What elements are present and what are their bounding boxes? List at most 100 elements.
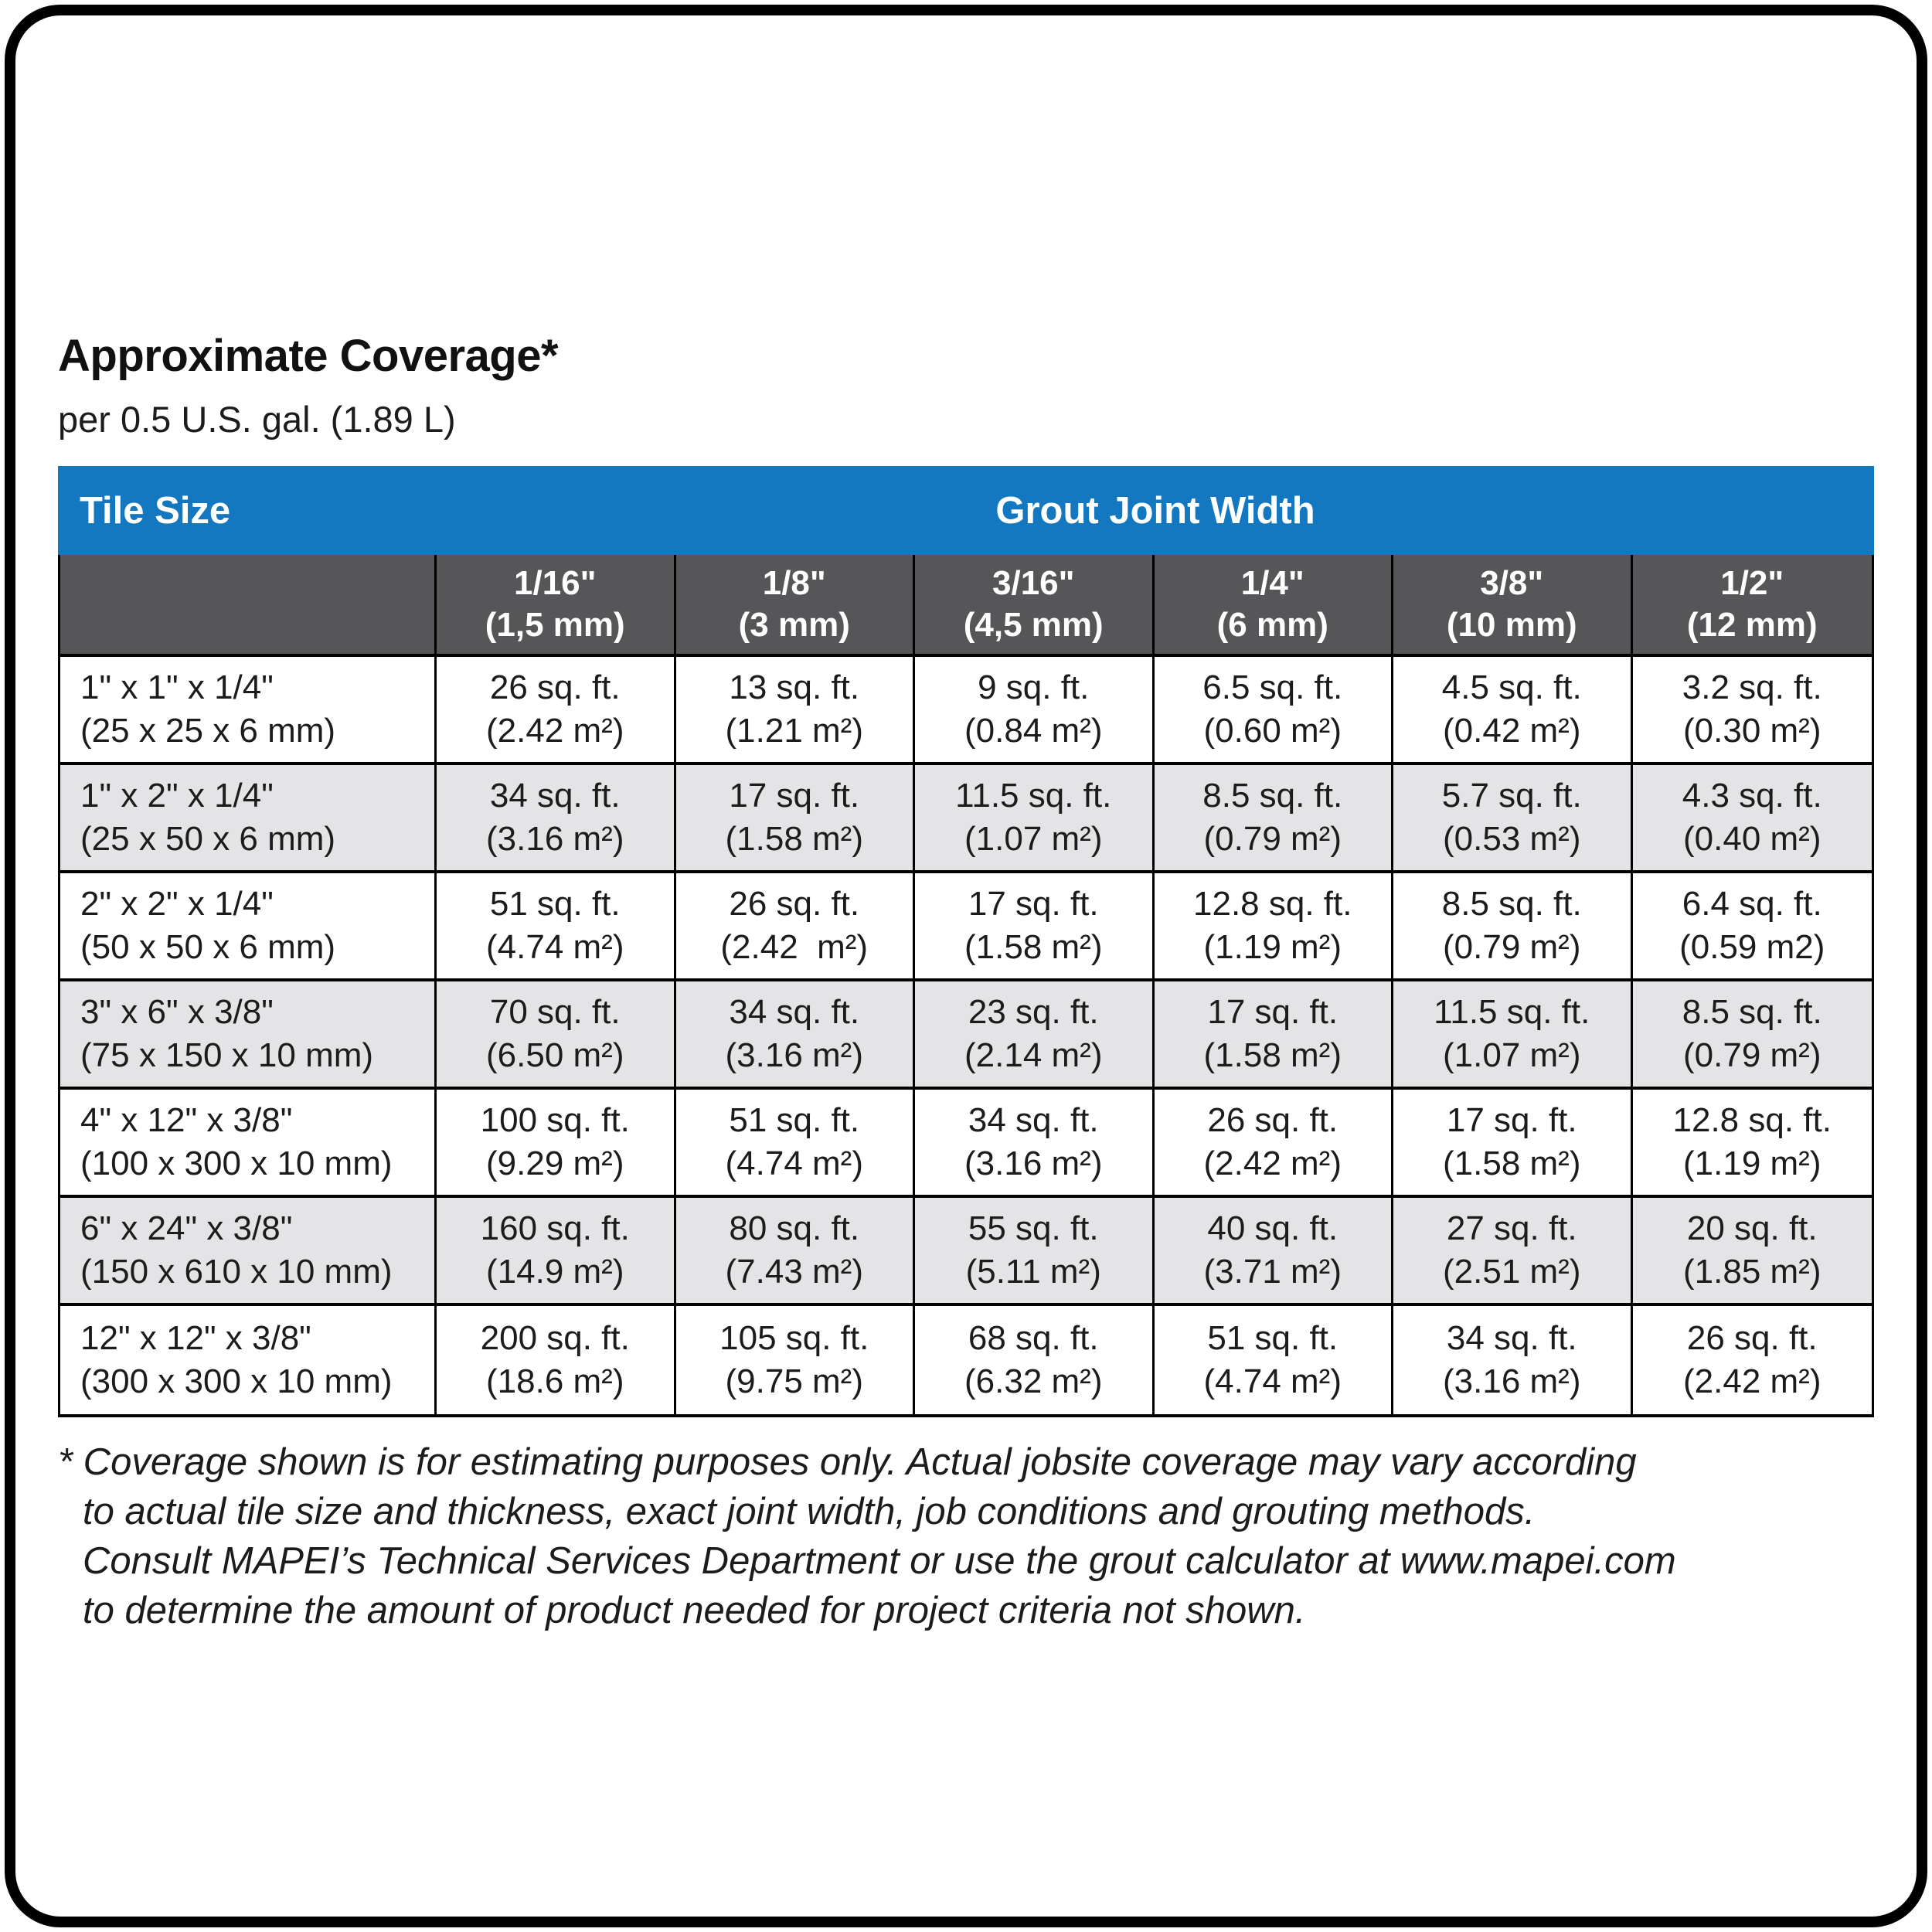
- content-area: Approximate Coverage* per 0.5 U.S. gal. …: [58, 331, 1874, 1635]
- column-header-mm: (3 mm): [738, 606, 850, 645]
- column-header: 1/2" (12 mm): [1633, 555, 1872, 654]
- cell-line: 4.5 sq. ft.: [1441, 668, 1582, 707]
- coverage-cell: 8.5 sq. ft. (0.79 m²): [1633, 981, 1872, 1087]
- cell-line: 8.5 sq. ft.: [1441, 885, 1582, 923]
- cell-line: 70 sq. ft.: [489, 993, 621, 1032]
- cell-line: 12.8 sq. ft.: [1193, 885, 1352, 923]
- column-header: 1/8" (3 mm): [676, 555, 915, 655]
- cell-line: 6.5 sq. ft.: [1202, 668, 1343, 707]
- coverage-cell: 12.8 sq. ft. (1.19 m²): [1155, 873, 1393, 979]
- cell-line: (75 x 150 x 10 mm): [80, 1036, 374, 1075]
- tile-size-cell: 2" x 2" x 1/4" (50 x 50 x 6 mm): [60, 873, 437, 979]
- tile-size-cell: 6" x 24" x 3/8" (150 x 610 x 10 mm): [60, 1198, 437, 1304]
- coverage-cell: 6.4 sq. ft. (0.59 m2): [1633, 873, 1872, 978]
- cell-line: (0.40 m²): [1683, 820, 1821, 859]
- coverage-cell: 8.5 sq. ft. (0.79 m²): [1155, 765, 1393, 871]
- cell-line: 105 sq. ft.: [719, 1319, 869, 1358]
- column-header-width: 3/8": [1480, 564, 1544, 603]
- column-header: 3/8" (10 mm): [1393, 555, 1633, 655]
- cell-line: 2" x 2" x 1/4": [80, 885, 274, 923]
- coverage-cell: 8.5 sq. ft. (0.79 m²): [1393, 873, 1633, 979]
- cell-line: 5.7 sq. ft.: [1441, 777, 1582, 815]
- cell-line: (0.79 m²): [1443, 928, 1581, 967]
- tile-size-cell: 1" x 2" x 1/4" (25 x 50 x 6 mm): [60, 765, 437, 871]
- cell-line: (0.60 m²): [1203, 712, 1342, 750]
- cell-line: 3.2 sq. ft.: [1682, 668, 1822, 707]
- column-header-empty: [60, 555, 437, 655]
- cell-line: (1.85 m²): [1683, 1253, 1821, 1291]
- coverage-cell: 4.3 sq. ft. (0.40 m²): [1633, 765, 1872, 870]
- cell-line: (14.9 m²): [486, 1253, 624, 1291]
- cell-line: 80 sq. ft.: [729, 1209, 860, 1248]
- cell-line: (1.19 m²): [1683, 1145, 1821, 1183]
- table-row: 12" x 12" x 3/8" (300 x 300 x 10 mm) 200 s…: [60, 1306, 1872, 1415]
- tile-size-header: Tile Size: [80, 489, 231, 532]
- cell-line: (3.16 m²): [725, 1036, 863, 1075]
- cell-line: 17 sq. ft.: [1207, 993, 1338, 1032]
- cell-line: (0.53 m²): [1443, 820, 1581, 859]
- footnote-line: to actual tile size and thickness, exact…: [83, 1491, 1536, 1533]
- coverage-cell: 3.2 sq. ft. (0.30 m²): [1633, 657, 1872, 762]
- cell-line: (4.74 m²): [1203, 1362, 1342, 1401]
- cell-line: (0.42 m²): [1443, 712, 1581, 750]
- table-body: 1" x 1" x 1/4" (25 x 25 x 6 mm) 26 sq. ft.…: [60, 657, 1872, 1415]
- coverage-cell: 34 sq. ft. (3.16 m²): [1393, 1306, 1633, 1415]
- coverage-cell: 40 sq. ft. (3.71 m²): [1155, 1198, 1393, 1304]
- column-header-width: 3/16": [992, 564, 1075, 603]
- coverage-cell: 70 sq. ft. (6.50 m²): [437, 981, 676, 1087]
- cell-line: (6.32 m²): [964, 1362, 1103, 1401]
- cell-line: (0.79 m²): [1203, 820, 1342, 859]
- cell-line: 13 sq. ft.: [729, 668, 860, 707]
- cell-line: 23 sq. ft.: [968, 993, 1099, 1032]
- coverage-cell: 13 sq. ft. (1.21 m²): [676, 657, 915, 763]
- cell-line: 40 sq. ft.: [1207, 1209, 1338, 1248]
- footnote-line: * Coverage shown is for estimating purpo…: [58, 1441, 1637, 1484]
- coverage-cell: 55 sq. ft. (5.11 m²): [915, 1198, 1155, 1304]
- cell-line: 51 sq. ft.: [489, 885, 621, 923]
- cell-line: (9.29 m²): [486, 1145, 624, 1183]
- cell-line: 9 sq. ft.: [978, 668, 1090, 707]
- cell-line: 26 sq. ft.: [1207, 1101, 1338, 1140]
- cell-line: 26 sq. ft.: [729, 885, 860, 923]
- cell-line: (18.6 m²): [486, 1362, 624, 1401]
- coverage-cell: 26 sq. ft. (2.42 m²): [676, 873, 915, 979]
- footnote-line: Consult MAPEI’s Technical Services Depar…: [83, 1540, 1676, 1583]
- cell-line: 1" x 2" x 1/4": [80, 777, 274, 815]
- table-row: 4" x 12" x 3/8" (100 x 300 x 10 mm) 100 sq…: [60, 1090, 1872, 1199]
- page-title: Approximate Coverage*: [58, 331, 559, 381]
- coverage-cell: 26 sq. ft. (2.42 m²): [1633, 1306, 1872, 1414]
- cell-line: 4.3 sq. ft.: [1682, 777, 1822, 815]
- cell-line: (1.58 m²): [964, 928, 1103, 967]
- cell-line: (100 x 300 x 10 mm): [80, 1145, 393, 1183]
- coverage-cell: 80 sq. ft. (7.43 m²): [676, 1198, 915, 1304]
- cell-line: 68 sq. ft.: [968, 1319, 1099, 1358]
- cell-line: (9.75 m²): [725, 1362, 863, 1401]
- cell-line: (4.74 m²): [486, 928, 624, 967]
- cell-line: (3.16 m²): [1443, 1362, 1581, 1401]
- cell-line: (3.16 m²): [964, 1145, 1103, 1183]
- column-header-mm: (1,5 mm): [485, 606, 625, 645]
- coverage-cell: 34 sq. ft. (3.16 m²): [676, 981, 915, 1087]
- coverage-cell: 17 sq. ft. (1.58 m²): [1155, 981, 1393, 1087]
- column-header-width: 1/8": [762, 564, 826, 603]
- table-lower: 1/16" (1,5 mm) 1/8" (3 mm) 3/16" (4,5 mm…: [58, 555, 1874, 1418]
- cell-line: 34 sq. ft.: [729, 993, 860, 1032]
- cell-line: 34 sq. ft.: [968, 1101, 1099, 1140]
- footnote-line: to determine the amount of product neede…: [83, 1590, 1306, 1632]
- coverage-cell: 26 sq. ft. (2.42 m²): [437, 657, 676, 763]
- table-header-columns: 1/16" (1,5 mm) 1/8" (3 mm) 3/16" (4,5 mm…: [60, 555, 1872, 658]
- cell-line: (25 x 50 x 6 mm): [80, 820, 336, 859]
- coverage-cell: 105 sq. ft. (9.75 m²): [676, 1306, 915, 1415]
- column-header-mm: (10 mm): [1446, 606, 1577, 645]
- cell-line: 11.5 sq. ft.: [1434, 993, 1590, 1032]
- cell-line: 6.4 sq. ft.: [1682, 885, 1822, 923]
- coverage-cell: 160 sq. ft. (14.9 m²): [437, 1198, 676, 1304]
- footnote: * Coverage shown is for estimating purpo…: [58, 1437, 1874, 1635]
- coverage-cell: 11.5 sq. ft. (1.07 m²): [1393, 981, 1633, 1087]
- cell-line: 8.5 sq. ft.: [1202, 777, 1343, 815]
- coverage-cell: 51 sq. ft. (4.74 m²): [437, 873, 676, 979]
- cell-line: (1.07 m²): [1443, 1036, 1581, 1075]
- cell-line: 100 sq. ft.: [480, 1101, 630, 1140]
- coverage-cell: 100 sq. ft. (9.29 m²): [437, 1090, 676, 1196]
- column-header-width: 1/4": [1240, 564, 1304, 603]
